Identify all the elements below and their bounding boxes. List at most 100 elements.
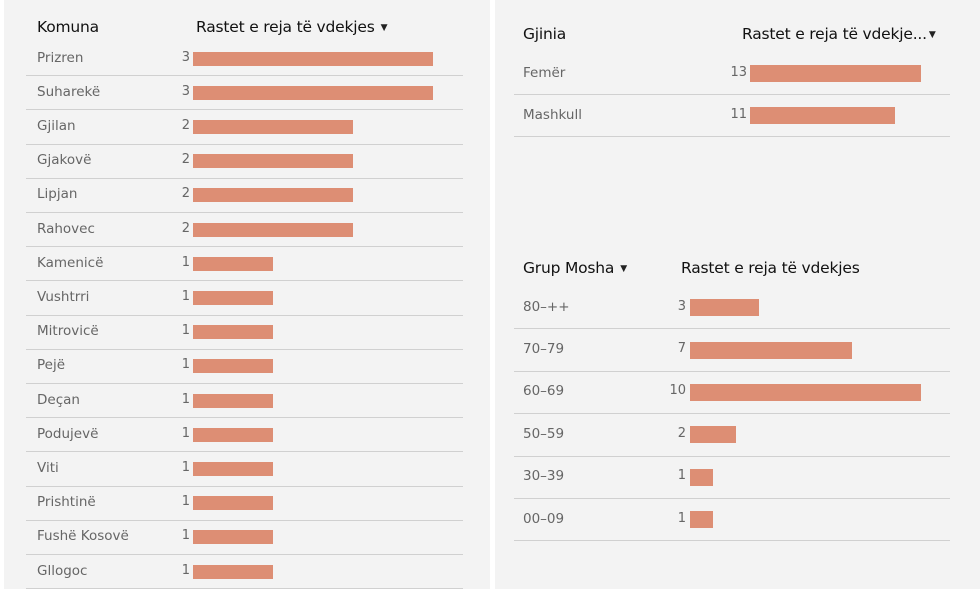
table-row[interactable]: Mashkull 11: [514, 95, 950, 137]
category-label: 50–59: [523, 425, 565, 442]
komuna-deaths-column-header[interactable]: Rastet e reja të vdekjes ▼: [196, 18, 388, 36]
data-bar[interactable]: [750, 107, 895, 124]
table-row[interactable]: Suharekë 3: [26, 76, 463, 111]
table-row[interactable]: Lipjan 2: [26, 179, 463, 213]
category-label: Fushë Kosovë: [37, 528, 129, 545]
value-label: 3: [677, 298, 686, 314]
data-bar[interactable]: [193, 564, 273, 579]
category-label: Pejë: [37, 357, 66, 374]
value-label: 2: [181, 117, 190, 133]
data-bar[interactable]: [193, 222, 353, 237]
category-label: Viti: [37, 459, 59, 476]
value-label: 2: [181, 186, 190, 202]
table-row[interactable]: 50–59 2: [514, 414, 950, 457]
table-row[interactable]: Gjakovë 2: [26, 145, 463, 179]
value-label: 1: [181, 459, 190, 475]
table-row[interactable]: Prizren 3: [26, 42, 463, 77]
grup-mosha-column-header[interactable]: Grup Mosha ▼: [523, 259, 627, 277]
table-row[interactable]: Gjilan 2: [26, 110, 463, 145]
category-label: 80–++: [523, 298, 570, 315]
value-label: 1: [181, 323, 190, 339]
value-label: 7: [677, 341, 686, 357]
data-bar[interactable]: [690, 299, 760, 317]
sort-down-icon[interactable]: ▼: [380, 23, 388, 33]
table-row[interactable]: 60–69 10: [514, 372, 950, 415]
data-bar[interactable]: [193, 188, 353, 203]
table-row[interactable]: Podujevë 1: [26, 418, 463, 453]
category-label: 00–09: [523, 510, 565, 527]
table-row[interactable]: 70–79 7: [514, 329, 950, 372]
table-row[interactable]: 80–++ 3: [514, 287, 950, 330]
category-label: Gllogoc: [37, 562, 88, 579]
grup-mosha-deaths-column-header[interactable]: Rastet e reja të vdekjes: [681, 259, 860, 277]
category-label: Kamenicë: [37, 254, 104, 271]
gjinia-deaths-column-header[interactable]: Rastet e reja të vdekje... ▼: [742, 25, 936, 43]
table-row[interactable]: Rahovec 2: [26, 213, 463, 248]
data-bar[interactable]: [690, 383, 921, 401]
value-label: 1: [677, 510, 686, 526]
table-row[interactable]: Femër 13: [514, 53, 950, 95]
table-row[interactable]: Gllogoc 1: [26, 555, 463, 589]
data-bar[interactable]: [193, 119, 353, 134]
value-label: 1: [181, 357, 190, 373]
data-bar[interactable]: [750, 65, 921, 82]
data-bar[interactable]: [193, 427, 273, 442]
table-row[interactable]: 00–09 1: [514, 499, 950, 542]
data-bar[interactable]: [193, 290, 273, 305]
value-label: 10: [669, 383, 686, 399]
right-panel: Gjinia Rastet e reja të vdekje... ▼ Femër…: [495, 0, 980, 589]
data-bar[interactable]: [193, 325, 273, 340]
category-label: 70–79: [523, 341, 565, 358]
data-bar[interactable]: [690, 511, 714, 529]
category-label: Gjilan: [37, 117, 76, 134]
sort-down-icon[interactable]: ▼: [620, 264, 627, 274]
category-label: 30–39: [523, 468, 565, 485]
data-bar[interactable]: [690, 468, 714, 486]
data-bar[interactable]: [193, 496, 273, 511]
table-row[interactable]: Prishtinë 1: [26, 487, 463, 521]
value-label: 1: [181, 288, 190, 304]
gjinia-column-header[interactable]: Gjinia: [523, 25, 567, 43]
data-bar[interactable]: [193, 256, 273, 271]
komuna-table-panel: Komuna Rastet e reja të vdekjes ▼ Prizren…: [4, 0, 490, 589]
data-bar[interactable]: [690, 341, 852, 359]
data-bar[interactable]: [193, 51, 433, 66]
category-label: Deçan: [37, 391, 80, 408]
value-label: 1: [181, 562, 190, 578]
data-bar[interactable]: [193, 85, 433, 100]
table-row[interactable]: Viti 1: [26, 452, 463, 487]
value-label: 2: [181, 220, 190, 236]
value-label: 11: [730, 106, 747, 122]
value-label: 1: [181, 254, 190, 270]
data-bar[interactable]: [193, 393, 273, 408]
value-label: 1: [677, 468, 686, 484]
value-label: 1: [181, 528, 190, 544]
category-label: Podujevë: [37, 425, 99, 442]
data-bar[interactable]: [193, 359, 273, 374]
table-row[interactable]: 30–39 1: [514, 457, 950, 499]
table-row[interactable]: Mitrovicë 1: [26, 316, 463, 350]
value-label: 13: [730, 64, 747, 80]
data-bar[interactable]: [193, 530, 273, 545]
value-label: 1: [181, 494, 190, 510]
sort-down-icon[interactable]: ▼: [928, 30, 936, 40]
value-label: 1: [181, 391, 190, 407]
data-bar[interactable]: [690, 426, 737, 444]
table-row[interactable]: Vushtrri 1: [26, 281, 463, 316]
value-label: 2: [181, 152, 190, 168]
category-label: Lipjan: [37, 186, 78, 203]
table-row[interactable]: Pejë 1: [26, 350, 463, 384]
data-bar[interactable]: [193, 154, 353, 169]
category-label: Prizren: [37, 49, 84, 66]
value-label: 3: [181, 83, 190, 99]
komuna-column-header[interactable]: Komuna: [37, 18, 99, 36]
table-row[interactable]: Kamenicë 1: [26, 247, 463, 282]
value-label: 2: [677, 425, 686, 441]
table-row[interactable]: Deçan 1: [26, 384, 463, 419]
data-bar[interactable]: [193, 461, 273, 476]
category-label: Mashkull: [523, 106, 582, 123]
value-label: 1: [181, 425, 190, 441]
category-label: 60–69: [523, 383, 565, 400]
category-label: Suharekë: [37, 83, 101, 100]
table-row[interactable]: Fushë Kosovë 1: [26, 521, 463, 555]
